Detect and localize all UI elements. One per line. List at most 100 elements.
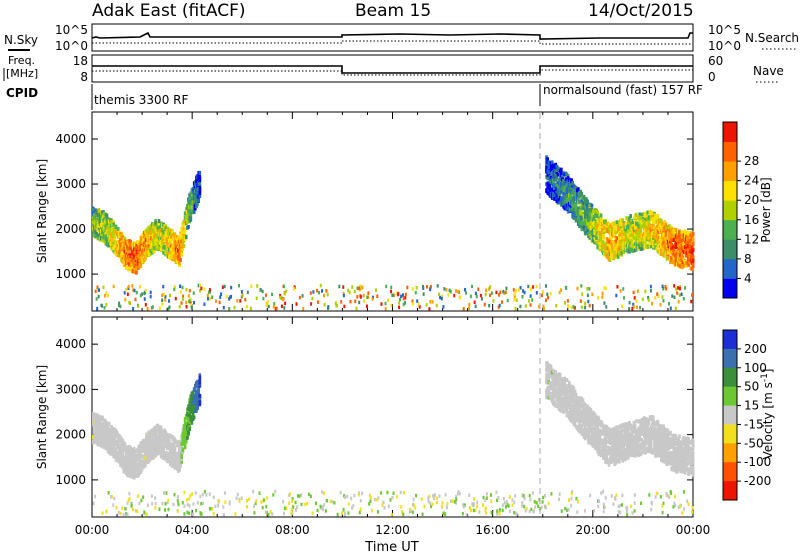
data-cell <box>141 237 145 242</box>
data-cell <box>116 227 120 232</box>
noise-cell <box>515 298 518 302</box>
data-cell <box>109 229 112 234</box>
data-cell <box>553 168 556 173</box>
data-cell <box>157 219 161 224</box>
y-tick-label: 4000 <box>55 337 86 351</box>
noise-cell <box>675 287 678 291</box>
data-cell <box>621 218 625 223</box>
colorbar-swatch <box>723 278 737 299</box>
noise-cell <box>415 285 418 290</box>
noise-cell <box>579 299 582 303</box>
noise-cell <box>588 303 591 308</box>
data-cell <box>198 175 202 180</box>
data-cell <box>161 442 164 447</box>
data-cell <box>112 222 116 227</box>
noise-cell <box>311 296 314 301</box>
data-cell <box>130 266 134 271</box>
data-cell <box>669 232 672 237</box>
noise-cell <box>132 288 135 292</box>
noise-cell <box>139 285 142 289</box>
data-cell <box>664 222 668 227</box>
data-cell <box>645 214 648 219</box>
noise-cell <box>529 294 532 298</box>
data-cell <box>677 254 680 259</box>
data-cell <box>690 244 694 249</box>
nave-tick-top: 60 <box>708 54 723 68</box>
noise-cell <box>417 302 420 306</box>
data-cell <box>99 443 103 448</box>
noise-cell <box>438 292 441 296</box>
data-cell <box>190 205 194 210</box>
power-ylabel: Slant Range [km] <box>35 159 49 263</box>
power-colorbar-label: Power [dB] <box>759 177 773 242</box>
data-cell <box>162 447 165 452</box>
noise-cell <box>489 285 492 289</box>
noise-cell <box>323 303 326 307</box>
noise-cell <box>158 306 161 310</box>
noise-cell <box>168 299 171 303</box>
noise-cell <box>404 295 407 300</box>
noise-cell <box>662 287 665 291</box>
data-cell <box>146 230 150 235</box>
data-cell <box>96 413 100 418</box>
data-cell <box>599 216 603 221</box>
data-cell <box>624 228 628 233</box>
noise-cell <box>321 289 324 293</box>
noise-cell <box>359 295 362 299</box>
noise-cell <box>97 294 100 299</box>
noise-cell <box>140 292 143 296</box>
noise-cell <box>628 307 631 311</box>
data-cell <box>562 188 565 193</box>
data-cell <box>599 234 603 239</box>
freq-label-line2: [MHz] <box>6 67 38 80</box>
noise-cell <box>601 295 604 299</box>
noise-cell <box>665 287 668 291</box>
noise-cell <box>615 293 618 298</box>
noise-cell <box>519 286 522 290</box>
data-cell <box>122 254 126 259</box>
noise-cell <box>164 298 167 302</box>
data-cell <box>610 236 613 241</box>
noise-cell <box>199 288 202 293</box>
data-cell <box>578 224 581 229</box>
data-cell <box>180 459 184 464</box>
data-cell <box>179 463 182 468</box>
noise-cell <box>173 287 176 292</box>
noise-cell <box>273 302 276 306</box>
data-cell <box>165 451 169 456</box>
noise-cell <box>398 305 401 310</box>
data-cell <box>603 225 606 230</box>
noise-cell <box>265 293 268 297</box>
noise-cell <box>483 302 486 307</box>
noise-cell <box>588 287 591 291</box>
colorbar-swatch <box>723 239 737 260</box>
data-cell <box>144 459 147 464</box>
data-cell <box>569 192 572 197</box>
noise-cell <box>656 292 659 296</box>
noise-cell <box>161 298 164 302</box>
noise-cell <box>650 301 653 306</box>
data-cell <box>130 255 134 260</box>
noise-cell <box>564 285 567 290</box>
noise-cell <box>144 289 147 293</box>
noise-cell <box>498 293 501 297</box>
noise-cell <box>671 294 674 298</box>
y-tick-label: 2000 <box>55 222 86 236</box>
noise-cell <box>228 306 231 311</box>
noise-cell <box>619 289 622 293</box>
data-cell <box>689 252 693 257</box>
noise-cell <box>411 287 414 291</box>
noise-cell <box>441 294 444 299</box>
noise-cell <box>367 291 370 295</box>
data-cell <box>101 415 104 420</box>
nsearch-label: N.Search <box>745 31 799 45</box>
noise-cell <box>527 284 530 289</box>
data-cell <box>627 225 630 230</box>
data-cell <box>663 248 667 253</box>
noise-cell <box>221 285 224 289</box>
data-cell <box>641 239 645 244</box>
noise-cell <box>279 295 282 300</box>
data-cell <box>181 222 185 227</box>
data-cell <box>129 446 133 451</box>
